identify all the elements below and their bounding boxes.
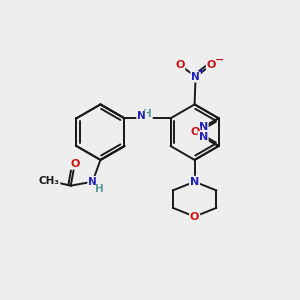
- Text: O: O: [175, 60, 184, 70]
- Text: N: N: [88, 177, 97, 187]
- Text: N: N: [137, 111, 146, 121]
- Text: −: −: [215, 55, 224, 65]
- Text: O: O: [190, 212, 199, 222]
- Text: O: O: [207, 60, 216, 70]
- Text: O: O: [70, 159, 80, 169]
- Text: N: N: [190, 177, 199, 187]
- Text: +: +: [197, 67, 204, 76]
- Text: H: H: [143, 109, 152, 119]
- Text: CH₃: CH₃: [38, 176, 59, 186]
- Text: N: N: [199, 132, 208, 142]
- Text: H: H: [95, 184, 104, 194]
- Text: N: N: [199, 122, 208, 132]
- Text: N: N: [191, 72, 200, 82]
- Text: O: O: [190, 127, 200, 137]
